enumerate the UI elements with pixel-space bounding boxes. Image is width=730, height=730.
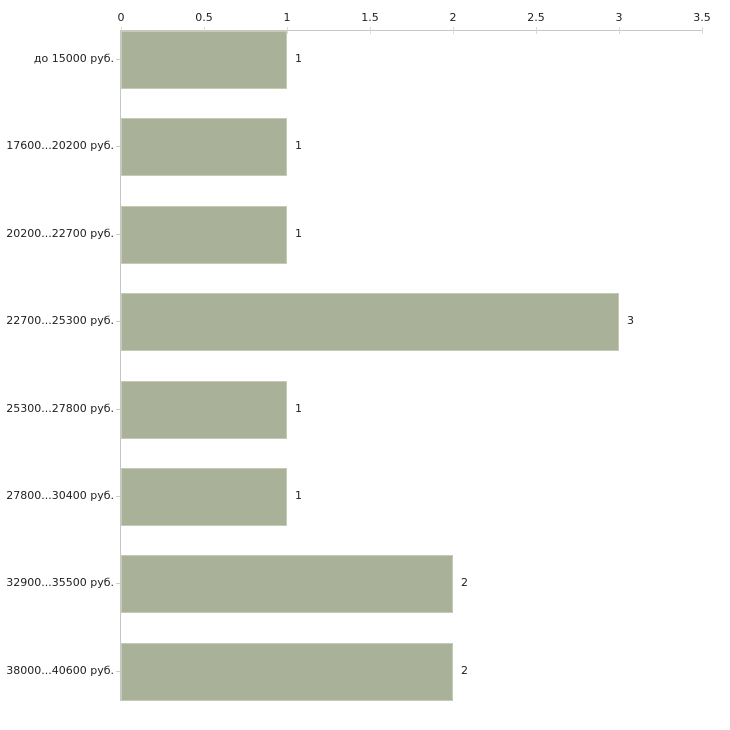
y-axis-line <box>120 30 121 701</box>
bar <box>121 468 287 526</box>
category-tick <box>116 146 121 147</box>
bar-value-label: 1 <box>295 52 302 65</box>
category-tick <box>116 671 121 672</box>
bar <box>121 118 287 176</box>
x-axis-tick-label: 0.5 <box>195 11 213 24</box>
category-tick <box>116 583 121 584</box>
x-axis-tick-label: 2 <box>449 11 457 24</box>
bar-value-label: 1 <box>295 227 302 240</box>
bar-value-label: 1 <box>295 489 302 502</box>
bar-value-label: 2 <box>461 664 468 677</box>
category-label: 27800...30400 руб. <box>6 489 114 502</box>
x-axis-tick <box>370 27 371 34</box>
category-label: 38000...40600 руб. <box>6 664 114 677</box>
x-axis-tick-label: 3.5 <box>693 11 711 24</box>
bar-value-label: 3 <box>627 314 634 327</box>
bar <box>121 555 453 613</box>
bar-value-label: 1 <box>295 402 302 415</box>
x-axis-tick-label: 1.5 <box>361 11 379 24</box>
category-label: 20200...22700 руб. <box>6 227 114 240</box>
category-label: 22700...25300 руб. <box>6 314 114 327</box>
x-axis-tick <box>536 27 537 34</box>
bar-value-label: 1 <box>295 139 302 152</box>
category-label: 25300...27800 руб. <box>6 402 114 415</box>
bar <box>121 381 287 439</box>
x-axis-tick <box>204 27 205 34</box>
x-axis-tick-label: 2.5 <box>527 11 545 24</box>
x-axis-tick-label: 0 <box>117 11 125 24</box>
bar <box>121 643 453 701</box>
category-label: 17600...20200 руб. <box>6 139 114 152</box>
category-tick <box>116 59 121 60</box>
x-axis-tick <box>619 27 620 34</box>
category-tick <box>116 321 121 322</box>
x-axis-tick <box>453 27 454 34</box>
x-axis-tick <box>287 27 288 34</box>
category-tick <box>116 496 121 497</box>
x-axis-line <box>121 30 702 31</box>
x-axis-tick <box>121 27 122 34</box>
category-label: 32900...35500 руб. <box>6 576 114 589</box>
category-tick <box>116 234 121 235</box>
category-label: до 15000 руб. <box>33 52 114 65</box>
bar-value-label: 2 <box>461 576 468 589</box>
x-axis-tick-label: 3 <box>615 11 623 24</box>
bar <box>121 31 287 89</box>
x-axis-tick <box>702 27 703 34</box>
bar <box>121 206 287 264</box>
category-tick <box>116 409 121 410</box>
bar <box>121 293 619 351</box>
x-axis-tick-label: 1 <box>283 11 291 24</box>
